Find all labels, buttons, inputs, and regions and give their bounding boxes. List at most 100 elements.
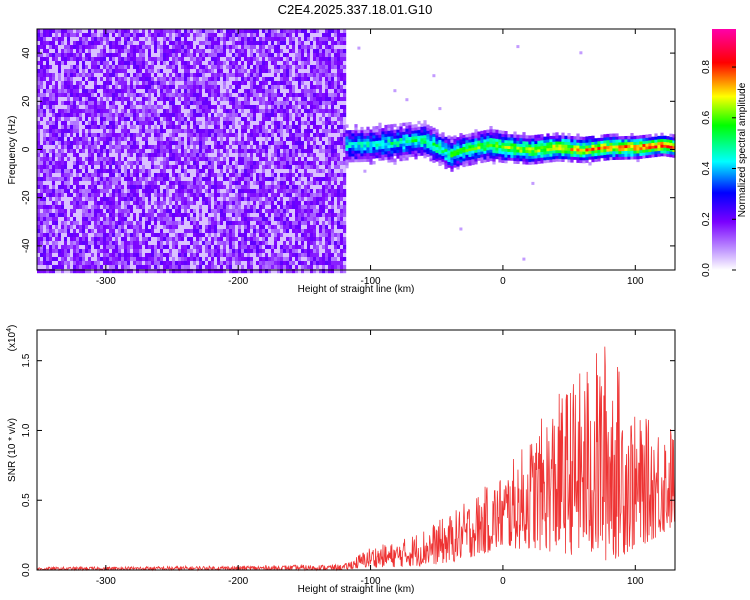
spectrogram-cell [274,81,278,86]
spectrogram-cell [169,149,173,154]
spectrogram-cell [247,105,251,110]
spectrogram-cell [106,85,110,90]
spectrogram-cell [151,161,155,166]
spectrogram-cell [178,257,182,262]
spectrogram-cell [211,113,215,118]
spectrogram-cell [274,185,278,190]
spectrogram-cell [169,129,173,134]
spectrogram-cell [274,121,278,126]
spectrogram-cell [184,205,188,210]
spectrogram-cell [226,245,230,250]
spectrogram-cell [268,157,272,162]
spectrogram-cell [88,177,92,182]
spectrogram-cell [70,121,74,126]
spectrogram-cell [226,185,230,190]
spectrogram-cell [235,121,239,126]
spectrogram-cell [136,125,140,130]
spectrogram-cell [40,141,44,146]
spectrogram-cell [139,261,143,266]
spectrogram-cell [169,53,173,58]
spectrogram-cell [76,269,80,274]
spectrogram-cell [175,45,179,50]
spectrogram-cell [145,189,149,194]
spectrogram-cell [214,269,218,274]
spectrogram-cell [190,189,194,194]
spectrogram-cell [46,257,50,262]
spectrogram-cell [130,217,134,222]
spectrogram-cell [100,141,104,146]
spectrogram-cell [247,33,251,38]
spectrogram-cell [277,101,281,106]
spectrogram-cell [145,121,149,126]
spectrogram-cell [163,257,167,262]
spectrogram-cell [175,217,179,222]
spectrogram-cell [211,177,215,182]
spectrogram-cell [196,177,200,182]
spectrogram-cell [175,205,179,210]
spectrogram-cell [184,69,188,74]
spectrogram-cell [67,209,71,214]
spectrogram-cell [127,221,131,226]
spectrogram-cell [130,197,134,202]
spectrogram-cell [127,153,131,158]
spectrogram-cell [37,77,41,82]
spectrogram-cell [145,205,149,210]
spectrogram-cell [262,189,266,194]
spectrogram-cell [70,189,74,194]
spectrogram-cell [100,249,104,254]
spectrogram-cell [178,201,182,206]
spectrogram-cell [64,237,68,242]
spectrogram-cell [37,97,41,102]
spectrogram-cell [220,233,224,238]
spectrogram-cell [271,133,275,138]
spectrogram-cell [76,261,80,266]
spectrogram-cell [160,265,164,270]
spectrogram-cell [154,245,158,250]
spectrogram-cell [217,221,221,226]
spectrogram-cell [139,193,143,198]
spectrogram-cell [202,117,206,122]
spectrogram-cell [172,265,176,270]
spectrogram-cell [43,169,47,174]
spectrogram-cell [247,137,251,142]
spectrogram-cell [274,153,278,158]
spectrogram-cell [235,185,239,190]
spectrogram-cell [214,173,218,178]
spectrogram-cell [220,157,224,162]
spectrogram-cell [169,217,173,222]
spectrogram-cell [235,269,239,274]
spectrogram-cell [202,113,206,118]
spectrogram-cell [94,245,98,250]
spectrogram-cell [184,41,188,46]
spectrogram-cell [178,209,182,214]
spectrogram-cell [241,233,245,238]
spectrogram-cell [196,77,200,82]
spectrogram-cell [265,193,269,198]
spectrogram-cell [61,81,65,86]
spectrogram-cell [127,73,131,78]
spectrogram-cell [139,177,143,182]
spectrogram-cell [79,165,83,170]
spectrogram-cell [214,189,218,194]
spectrogram-cell [148,61,152,66]
spectrogram-cell [91,69,95,74]
spectrogram-cell [46,241,50,246]
spectrogram-cell [175,113,179,118]
spectrogram-cell [88,197,92,202]
spectrogram-cell [238,157,242,162]
spectrogram-cell [40,237,44,242]
spectrogram-cell [106,241,110,246]
spectrogram-cell [43,41,47,46]
spectrogram-cell [277,241,281,246]
spectrogram-cell [178,29,182,34]
spectrogram-cell [256,161,260,166]
spectrogram-cell [64,205,68,210]
spectrogram-cell [94,217,98,222]
spectrogram-cell [178,165,182,170]
spectrogram-cell [88,97,92,102]
spectrogram-cell [217,105,221,110]
spectrogram-cell [256,29,260,34]
spectrogram-cell [271,221,275,226]
spectrogram-cell [184,101,188,106]
spectrogram-cell [232,253,236,258]
